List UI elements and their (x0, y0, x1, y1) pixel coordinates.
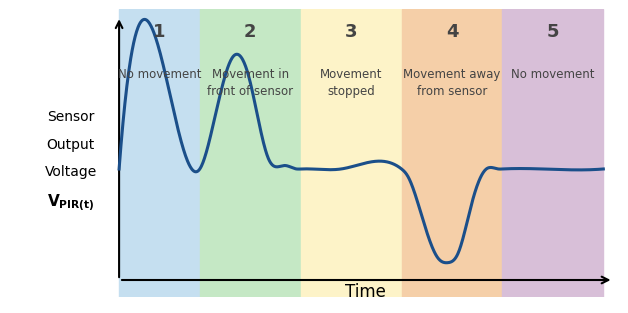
Bar (200, 9, 301, 297)
Text: Output: Output (46, 138, 95, 152)
Text: 2: 2 (244, 23, 256, 41)
Text: 3: 3 (345, 23, 357, 41)
Text: 5: 5 (546, 23, 559, 41)
Text: Movement
stopped: Movement stopped (320, 68, 382, 98)
Bar (502, 9, 604, 297)
Text: Sensor: Sensor (47, 110, 94, 124)
Bar (401, 9, 502, 297)
Bar (301, 9, 401, 297)
Text: Movement away
from sensor: Movement away from sensor (403, 68, 501, 98)
Text: 4: 4 (446, 23, 458, 41)
Text: No movement: No movement (117, 68, 201, 81)
Text: 1: 1 (153, 23, 166, 41)
Text: $\mathbf{V}_{\mathbf{PIR(t)}}$: $\mathbf{V}_{\mathbf{PIR(t)}}$ (46, 193, 95, 214)
Text: Movement in
front of sensor: Movement in front of sensor (207, 68, 293, 98)
Text: Time: Time (345, 284, 386, 301)
Bar (119, 9, 200, 297)
Text: No movement: No movement (511, 68, 595, 81)
Text: Voltage: Voltage (45, 166, 97, 179)
